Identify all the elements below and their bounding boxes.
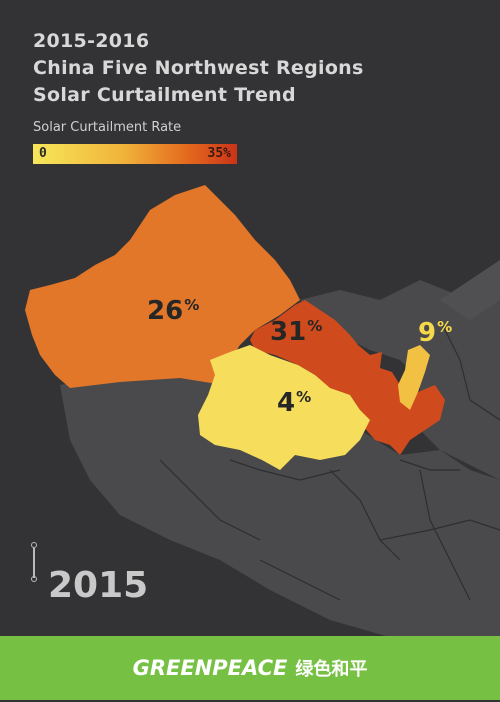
label-ningxia-unit: %	[437, 318, 452, 336]
brand-name-zh: 绿色和平	[295, 659, 367, 680]
brand-name: GREENPEACE	[133, 656, 288, 680]
label-xinjiang-value: 26	[147, 296, 183, 326]
title-line-2: China Five Northwest Regions	[33, 55, 364, 82]
label-xinjiang: 26%	[147, 296, 199, 326]
legend-label: Solar Curtailment Rate	[33, 120, 181, 135]
label-qinghai: 4%	[277, 388, 311, 418]
label-qinghai-value: 4	[277, 388, 295, 418]
legend-min: 0	[39, 144, 47, 164]
label-ningxia: 9%	[418, 318, 452, 348]
timeline-slider[interactable]	[31, 542, 37, 582]
footer-banner: GREENPEACE 绿色和平	[0, 636, 500, 700]
timeline-track	[33, 548, 35, 578]
label-gansu-unit: %	[307, 317, 322, 335]
timeline-year: 2015	[48, 565, 148, 606]
label-gansu: 31%	[270, 317, 322, 347]
legend-max: 35%	[208, 144, 231, 164]
legend-color-bar: 0 35%	[33, 144, 237, 164]
greenpeace-logo: GREENPEACE 绿色和平	[0, 636, 500, 700]
chart-title: 2015-2016 China Five Northwest Regions S…	[33, 28, 364, 109]
label-gansu-value: 31	[270, 317, 306, 347]
label-ningxia-value: 9	[418, 318, 436, 348]
title-line-3: Solar Curtailment Trend	[33, 82, 364, 109]
title-line-1: 2015-2016	[33, 28, 364, 55]
label-xinjiang-unit: %	[184, 296, 199, 314]
label-qinghai-unit: %	[296, 388, 311, 406]
timeline-dot-end	[31, 576, 37, 582]
